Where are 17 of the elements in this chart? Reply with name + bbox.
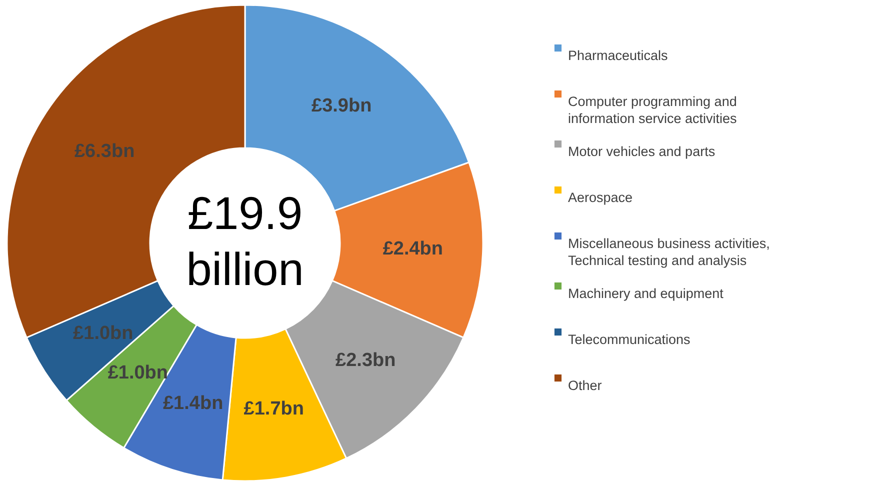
legend-label: Miscellaneous business activities, Technical testing and analysis — [568, 236, 770, 268]
legend-label: Telecommunications — [568, 332, 691, 347]
data-label: £3.9bn — [312, 96, 372, 117]
legend-label: Other — [568, 378, 602, 393]
data-label: £1.4bn — [162, 392, 224, 414]
legend-label: Machinery and equipment — [568, 286, 724, 301]
data-label: £2.4bn — [382, 238, 444, 260]
legend-label: Motor vehicles and parts — [568, 144, 716, 159]
data-label: £1.0bn — [108, 362, 168, 384]
legend-label: Aerospace — [568, 190, 633, 205]
data-label: £2.3bn — [336, 350, 396, 371]
data-label: £1.0bn — [73, 323, 134, 344]
legend-label: Pharmaceuticals — [568, 48, 668, 63]
data-label: £6.3bn — [74, 140, 135, 162]
data-label: £1.7bn — [244, 398, 304, 420]
legend-label: Computer programming and information service activities — [568, 94, 738, 126]
text: £19.9 billion — [186, 187, 304, 295]
